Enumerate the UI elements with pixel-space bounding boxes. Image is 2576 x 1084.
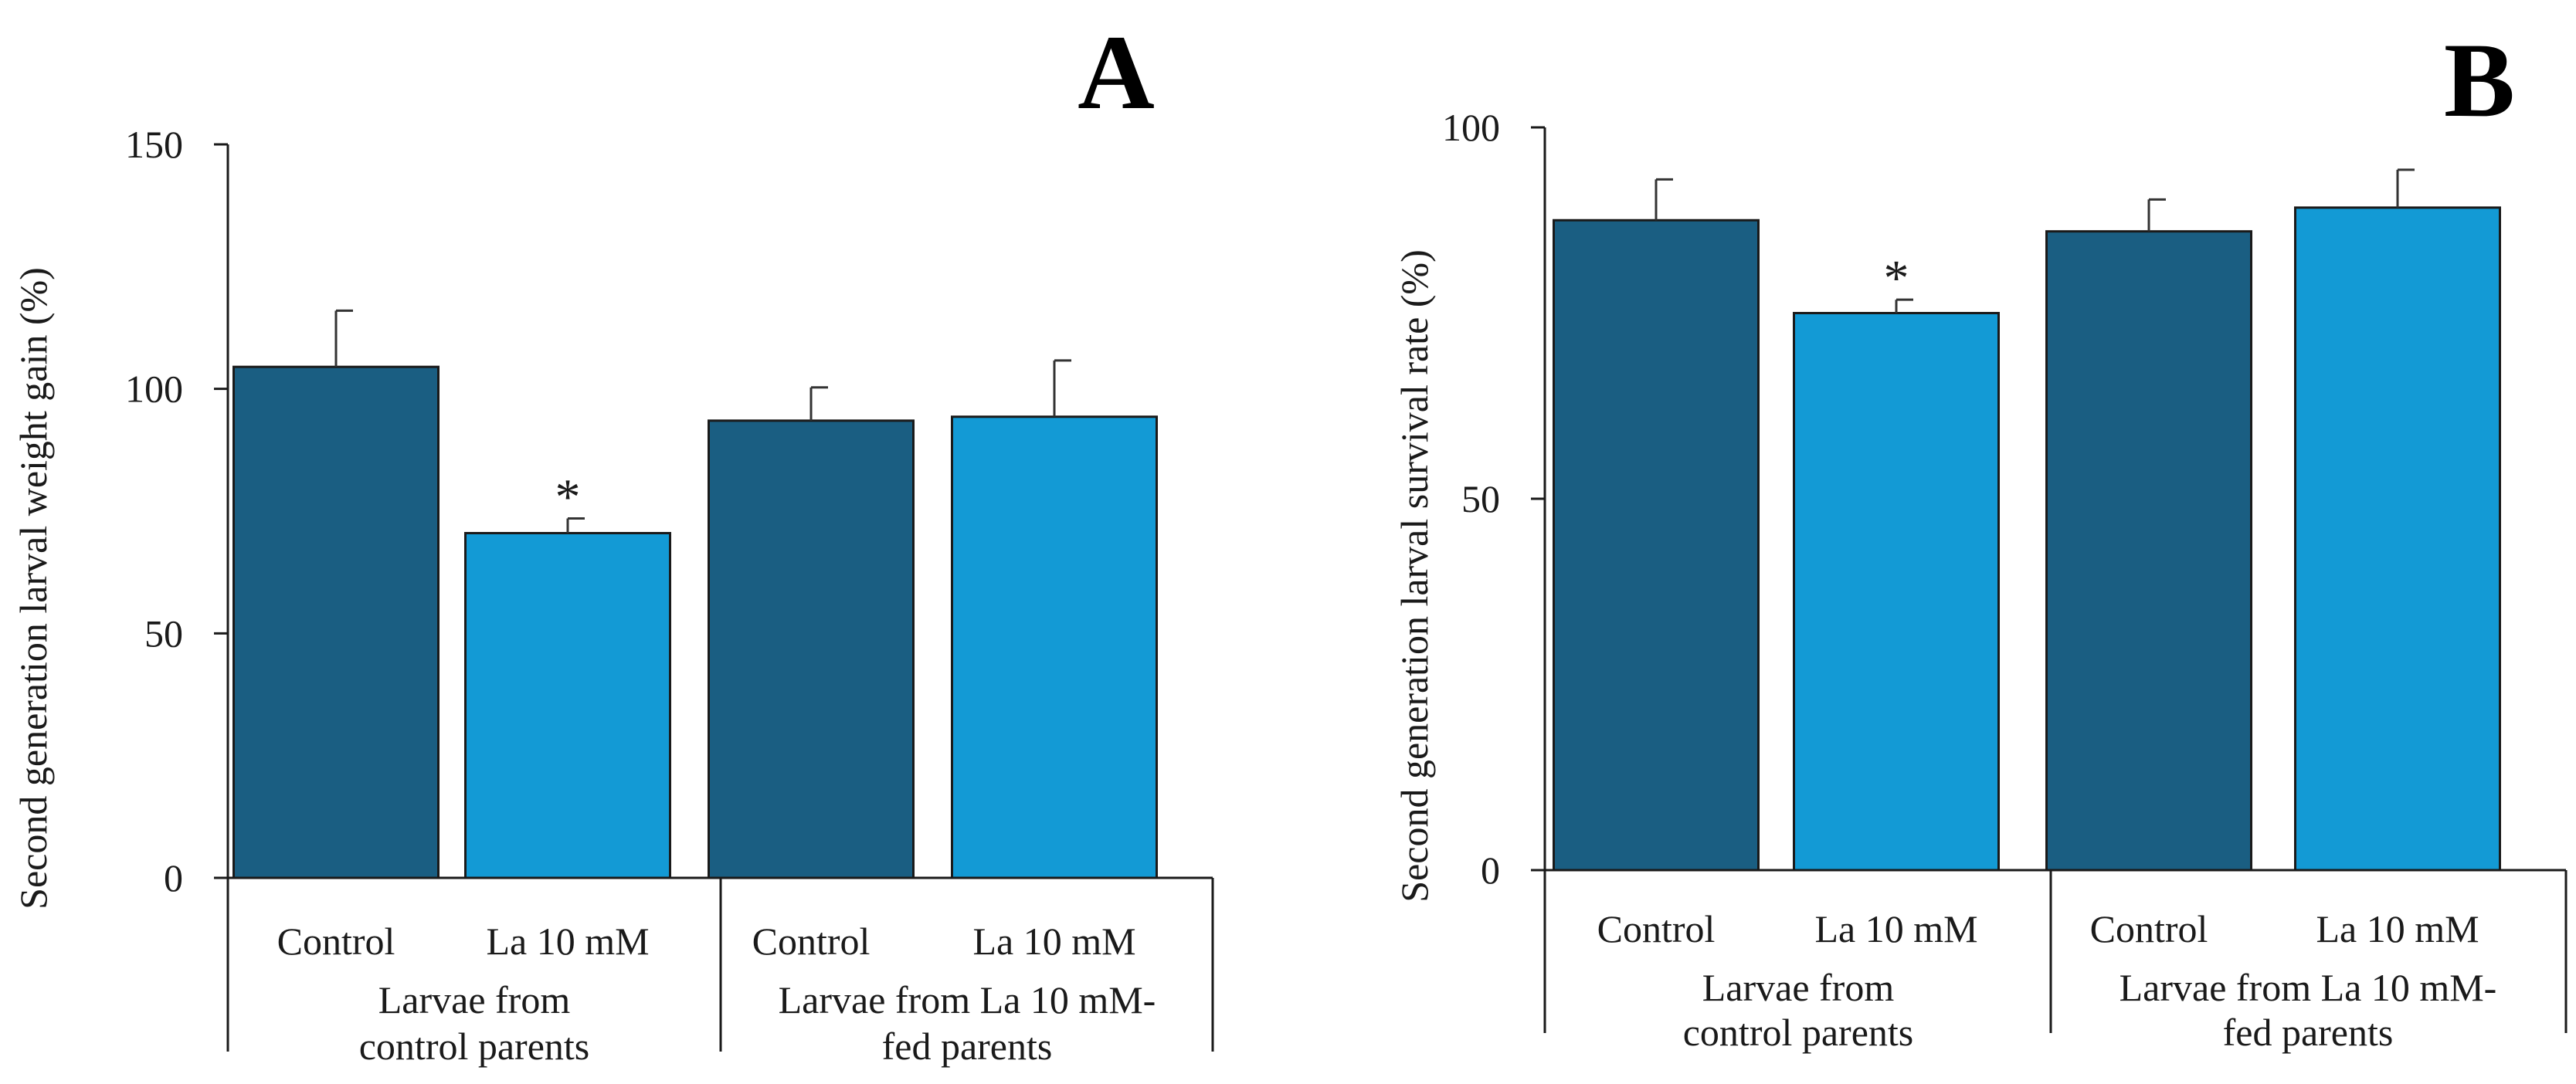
category-label: Control <box>752 920 871 963</box>
group-label-line1: Larvae from La 10 mM- <box>779 978 1156 1021</box>
y-tick-label: 0 <box>1481 849 1500 892</box>
bar <box>1553 218 1760 872</box>
category-label: La 10 mM <box>2316 907 2479 950</box>
group-label-line2: fed parents <box>2223 1011 2394 1054</box>
bar <box>2045 230 2252 872</box>
y-tick-label: 100 <box>125 368 183 411</box>
y-tick-label: 50 <box>144 611 183 655</box>
bar <box>464 532 671 879</box>
category-label: Control <box>1597 907 1716 950</box>
panel-label: A <box>1078 13 1155 131</box>
y-tick-label: 150 <box>125 123 183 166</box>
bar <box>708 419 915 879</box>
significance-marker: * <box>1884 250 1909 307</box>
y-tick-label: 0 <box>164 856 183 899</box>
group-label-line1: Larvae from La 10 mM- <box>2120 966 2497 1009</box>
bar <box>232 365 440 879</box>
group-label-line1: Larvae from <box>1702 966 1895 1009</box>
chart-b: * 0 50 100 Control La 10 mM Control La 10 mM Lar… <box>1393 21 2568 1054</box>
group-label-line1: Larvae from <box>378 978 571 1021</box>
group-label-line2: fed parents <box>882 1025 1053 1068</box>
chart-a: * 0 50 100 150 Control La 10 mM Control La 10 mM… <box>12 13 1214 1068</box>
category-label: La 10 mM <box>972 920 1135 963</box>
group-label-line2: control parents <box>359 1025 590 1068</box>
category-label: Control <box>277 920 395 963</box>
panel-label: B <box>2444 21 2515 139</box>
significance-marker: * <box>555 469 581 526</box>
category-label: Control <box>2090 907 2208 950</box>
bar <box>1793 312 2000 872</box>
group-label-line2: control parents <box>1683 1011 1914 1054</box>
y-tick-label: 100 <box>1442 106 1500 149</box>
y-tick-label: 50 <box>1461 477 1500 520</box>
y-axis-label: Second generation larval survival rate (… <box>1393 249 1436 902</box>
bar <box>2294 206 2501 872</box>
category-label: La 10 mM <box>1814 907 1977 950</box>
bar <box>951 415 1158 879</box>
y-axis-label: Second generation larval weight gain (%) <box>12 267 55 910</box>
category-label: La 10 mM <box>486 920 649 963</box>
